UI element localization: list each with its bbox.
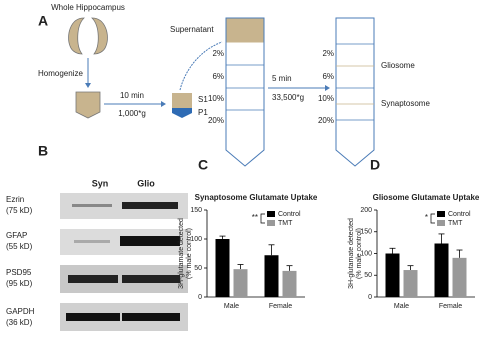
row-label: (75 kD) bbox=[6, 206, 33, 215]
arrowhead bbox=[325, 85, 330, 91]
s1-fraction bbox=[172, 93, 192, 108]
bar bbox=[282, 270, 297, 297]
y-tick-label: 0 bbox=[368, 294, 372, 301]
label: 20% bbox=[318, 116, 334, 125]
row-label: (95 kD) bbox=[6, 279, 33, 288]
y-axis-label: 3H-glutamate detected bbox=[178, 218, 185, 289]
row-label: (55 kD) bbox=[6, 242, 33, 251]
x-tick-label: Male bbox=[224, 303, 239, 310]
tube bbox=[75, 91, 101, 119]
label: 10% bbox=[318, 94, 334, 103]
row-label: (36 kD) bbox=[6, 318, 33, 327]
label: P1 bbox=[198, 108, 208, 117]
label: Supernatant bbox=[170, 25, 214, 34]
y-axis-label: (% male control) bbox=[356, 228, 363, 279]
label: S1 bbox=[198, 95, 208, 104]
row-label: PSD95 bbox=[6, 268, 32, 277]
label: 20% bbox=[208, 116, 224, 125]
bar bbox=[403, 270, 418, 297]
y-tick-label: 0 bbox=[198, 294, 202, 301]
hippocampus-icon bbox=[68, 17, 108, 55]
chart-title: Gliosome Glutamate Uptake bbox=[373, 193, 480, 202]
y-tick-label: 150 bbox=[360, 229, 372, 236]
y-tick-label: 50 bbox=[194, 265, 202, 272]
supernatant-layer bbox=[226, 18, 264, 43]
p1-fraction bbox=[172, 108, 192, 118]
label: Homogenize bbox=[38, 69, 83, 78]
bar bbox=[452, 257, 467, 297]
label: Whole Hippocampus bbox=[51, 3, 125, 12]
panel-label: A bbox=[38, 13, 48, 29]
panel-label: C bbox=[198, 157, 208, 173]
label: 5 min bbox=[272, 74, 292, 83]
x-tick-label: Male bbox=[394, 303, 409, 310]
bar bbox=[215, 239, 230, 297]
legend-swatch bbox=[267, 211, 275, 217]
y-tick-label: 150 bbox=[190, 207, 202, 214]
arrowhead bbox=[161, 101, 166, 107]
label: Gliosome bbox=[381, 61, 415, 70]
label: 10% bbox=[208, 94, 224, 103]
row-label: Ezrin bbox=[6, 195, 24, 204]
panel-label: B bbox=[38, 143, 48, 159]
significance-bracket bbox=[260, 213, 265, 224]
y-tick-label: 100 bbox=[190, 236, 202, 243]
y-tick-label: 50 bbox=[364, 272, 372, 279]
bar bbox=[434, 243, 449, 297]
chart-title: Synaptosome Glutamate Uptake bbox=[195, 193, 318, 202]
bar bbox=[233, 269, 248, 297]
legend-swatch bbox=[437, 211, 445, 217]
row-label: GAPDH bbox=[6, 307, 35, 316]
column-label: Syn bbox=[92, 178, 109, 188]
legend-label: TMT bbox=[278, 220, 293, 227]
y-tick-label: 100 bbox=[360, 250, 372, 257]
tube bbox=[335, 17, 375, 167]
y-axis-label: 3H-glutamate detected bbox=[348, 218, 355, 289]
significance: * bbox=[425, 213, 428, 222]
label: 2% bbox=[212, 49, 224, 58]
legend-label: TMT bbox=[448, 220, 463, 227]
label: 1,000*g bbox=[118, 109, 146, 118]
legend-swatch bbox=[267, 220, 275, 226]
label: 2% bbox=[322, 49, 334, 58]
label: Synaptosome bbox=[381, 99, 430, 108]
bar bbox=[385, 253, 400, 297]
panel-label: D bbox=[370, 157, 380, 173]
label: 10 min bbox=[120, 91, 144, 100]
tube bbox=[225, 17, 265, 167]
row-label: GFAP bbox=[6, 231, 27, 240]
bar bbox=[264, 255, 279, 297]
significance-bracket bbox=[430, 213, 435, 224]
y-tick-label: 200 bbox=[360, 207, 372, 214]
legend-swatch bbox=[437, 220, 445, 226]
legend-label: Control bbox=[278, 211, 301, 218]
y-axis-label: (% male control) bbox=[186, 228, 193, 279]
column-label: Glio bbox=[137, 178, 155, 188]
label: 6% bbox=[322, 72, 334, 81]
blot bbox=[60, 193, 188, 331]
legend-label: Control bbox=[448, 211, 471, 218]
arrowhead bbox=[85, 83, 91, 88]
x-tick-label: Female bbox=[439, 303, 462, 310]
label: 6% bbox=[212, 72, 224, 81]
x-tick-label: Female bbox=[269, 303, 292, 310]
label: 33,500*g bbox=[272, 93, 304, 102]
significance: ** bbox=[252, 213, 258, 222]
